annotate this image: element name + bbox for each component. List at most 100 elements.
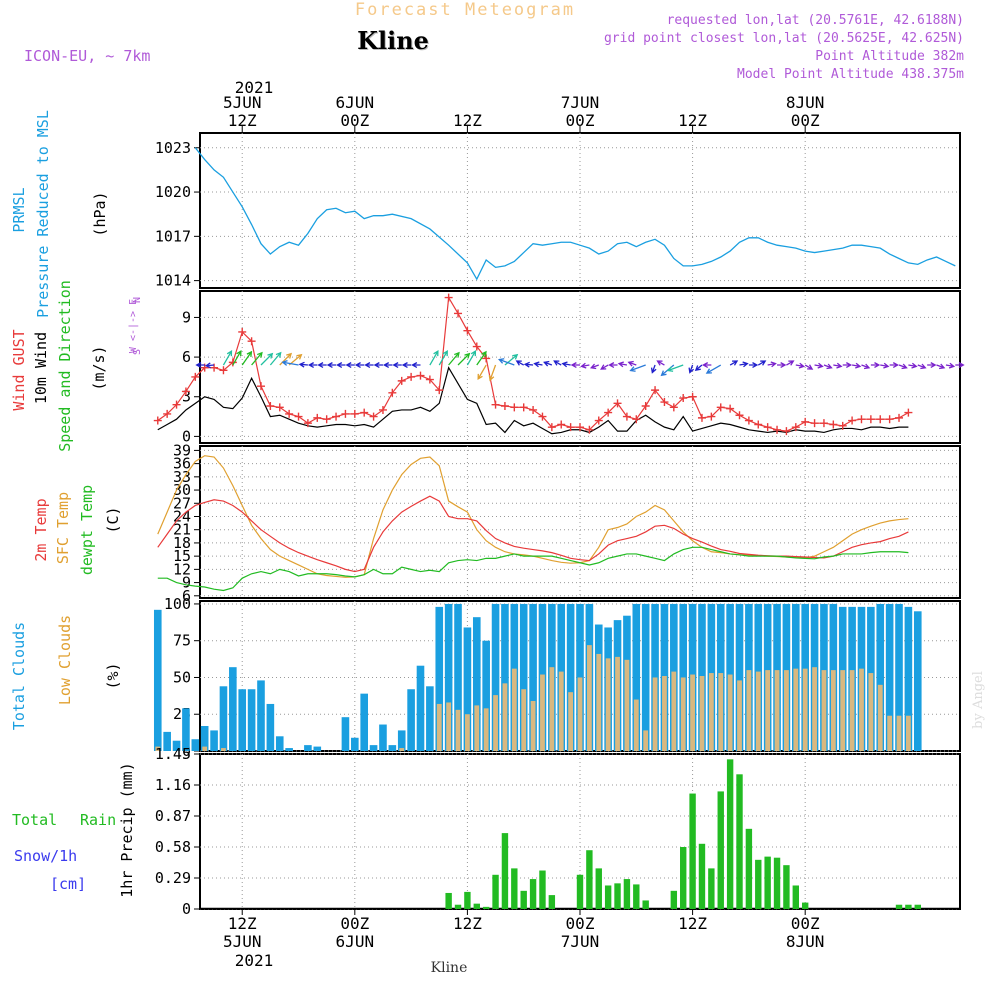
total-cloud-bar	[266, 703, 275, 751]
low-cloud-bar	[690, 674, 695, 751]
precip-bar	[473, 903, 480, 909]
low-cloud-bar	[755, 671, 761, 751]
wind-tick-label: 3	[182, 388, 191, 406]
wind-direction-arrow	[823, 363, 833, 370]
total-cloud-bar	[275, 736, 284, 751]
wind-gust-marker	[519, 403, 528, 412]
total-cloud-bar	[247, 689, 256, 751]
wind-direction-arrow	[861, 363, 871, 370]
total-cloud-bar	[313, 746, 322, 751]
low-cloud-bar	[868, 673, 874, 751]
precip-bar	[670, 890, 678, 909]
bottom-time-label: 00Z	[340, 914, 369, 933]
precip-label-rain: Rain	[80, 811, 116, 829]
precip-bar	[736, 774, 743, 909]
wind-direction-arrow	[955, 362, 965, 368]
wind-gust-marker	[500, 401, 509, 410]
wind-direction-arrow	[354, 362, 365, 368]
wind-gust-marker	[669, 403, 678, 412]
wind-direction-arrow	[842, 362, 853, 368]
wind-gust-marker	[510, 403, 519, 412]
total-cloud-bar	[491, 603, 500, 751]
precip-tick-label: 0	[182, 900, 191, 918]
wind-direction-arrow	[457, 352, 471, 366]
precip-bar	[717, 791, 724, 909]
pressure-line	[194, 147, 956, 281]
bottom-axis-year: 2021	[235, 951, 274, 970]
total-cloud-bar	[885, 603, 894, 751]
precip-tick-label: 0.29	[155, 869, 191, 887]
low-cloud-bar	[746, 670, 752, 751]
precip-bar	[764, 856, 771, 909]
wind-gust-marker	[754, 420, 763, 429]
wind-gust-marker	[425, 375, 434, 384]
wind-tick-label: 6	[182, 348, 191, 366]
wind-tick-label: 9	[182, 308, 191, 326]
top-time-label: 00Z	[566, 111, 595, 130]
wind-direction-arrow	[702, 362, 712, 368]
wind-gust-marker	[866, 415, 875, 424]
top-time-label: 12Z	[678, 111, 707, 130]
wind-gust-marker	[444, 293, 453, 302]
bottom-time-label: 12Z	[453, 914, 482, 933]
grid-point-coords: grid point closest lon,lat (20.5625E, 42…	[604, 31, 964, 46]
location-title: Kline	[357, 26, 429, 55]
temp-label-dewpt: dewpt Temp	[78, 485, 96, 575]
pressure-panel-labels: PRMSL Pressure Reduced to MSL (hPa)	[10, 110, 109, 318]
wind-direction-arrow	[298, 361, 308, 368]
wind-direction-arrow	[600, 364, 609, 370]
wind-direction-arrow	[260, 352, 274, 366]
temperature-tick-label: 6	[182, 587, 191, 605]
wind-direction-arrow	[382, 362, 393, 368]
total-cloud-bar	[913, 611, 922, 751]
wind-direction-arrow	[448, 351, 460, 366]
wind-direction-arrow	[688, 364, 695, 374]
clouds-tick-label: 75	[173, 632, 191, 650]
wind-gust-marker	[491, 400, 500, 409]
total-cloud-bar	[529, 603, 537, 751]
precip-bar	[539, 870, 546, 909]
wind-gust-marker	[876, 415, 885, 424]
precip-bar	[905, 904, 912, 909]
low-cloud-bar	[765, 670, 771, 751]
bottom-time-label: 8JUN	[786, 932, 825, 951]
bottom-time-label: 6JUN	[336, 932, 375, 951]
wind-gust-marker	[632, 415, 641, 424]
wind-direction-arrow	[476, 350, 487, 366]
wind-gust-marker	[904, 408, 913, 417]
wind-gust-marker	[716, 403, 725, 412]
temperature-tick-label: 12	[173, 560, 191, 578]
pressure-label-msl: Pressure Reduced to MSL	[34, 110, 52, 318]
wind-direction-arrow	[411, 362, 421, 368]
low-cloud-bar	[502, 683, 508, 751]
total-cloud-bar	[454, 603, 462, 751]
top-time-label: 00Z	[340, 111, 369, 130]
wind-direction-arrow	[477, 364, 487, 381]
total-cloud-bar	[519, 603, 528, 751]
low-cloud-bar	[558, 671, 564, 751]
total-cloud-bar	[463, 627, 472, 751]
total-cloud-bar	[876, 603, 885, 751]
wind-direction-arrow	[281, 360, 299, 366]
temperature-tick-label: 18	[173, 534, 191, 552]
wind-direction-arrow	[232, 349, 242, 366]
wind-gust-marker	[651, 386, 660, 395]
wind-gust-marker	[181, 387, 190, 396]
wind-gust-marker	[773, 425, 782, 434]
wind-direction-arrow	[589, 363, 599, 370]
chart-title: Forecast Meteogram	[355, 0, 575, 20]
wind-gust-marker	[801, 417, 810, 426]
top-time-label: 12Z	[453, 111, 482, 130]
low-cloud-bar	[540, 674, 545, 751]
total-cloud-bar	[210, 730, 218, 751]
low-cloud-bar	[830, 670, 836, 751]
precip-bar	[914, 904, 921, 909]
wind-gust-marker	[895, 413, 904, 422]
temp-unit: (C)	[104, 506, 122, 533]
wind-direction-arrow	[757, 360, 767, 366]
precip-label-snow: Snow/1h	[14, 847, 77, 865]
wind-tick-label: 0	[182, 427, 191, 445]
precip-bar	[755, 859, 762, 909]
wind-gust-marker	[885, 415, 894, 424]
